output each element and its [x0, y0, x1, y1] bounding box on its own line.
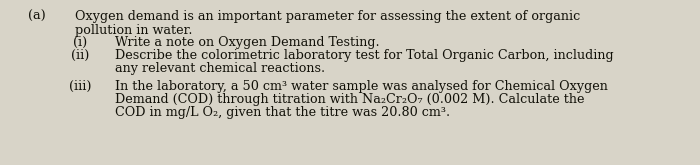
Text: Oxygen demand is an important parameter for assessing the extent of organic: Oxygen demand is an important parameter …: [75, 10, 580, 23]
Text: In the laboratory, a 50 cm³ water sample was analysed for Chemical Oxygen: In the laboratory, a 50 cm³ water sample…: [115, 80, 608, 93]
Text: any relevant chemical reactions.: any relevant chemical reactions.: [115, 62, 325, 75]
Text: COD in mg/L O₂, given that the titre was 20.80 cm³.: COD in mg/L O₂, given that the titre was…: [115, 106, 450, 119]
Text: (i): (i): [73, 36, 88, 49]
Text: Demand (COD) through titration with Na₂Cr₂O₇ (0.002 M). Calculate the: Demand (COD) through titration with Na₂C…: [115, 93, 584, 106]
Text: pollution in water.: pollution in water.: [75, 24, 192, 37]
Text: Describe the colorimetric laboratory test for Total Organic Carbon, including: Describe the colorimetric laboratory tes…: [115, 49, 614, 62]
Text: (a): (a): [28, 10, 46, 23]
Text: (iii): (iii): [69, 80, 92, 93]
Text: Write a note on Oxygen Demand Testing.: Write a note on Oxygen Demand Testing.: [115, 36, 379, 49]
Text: (ii): (ii): [71, 49, 90, 62]
